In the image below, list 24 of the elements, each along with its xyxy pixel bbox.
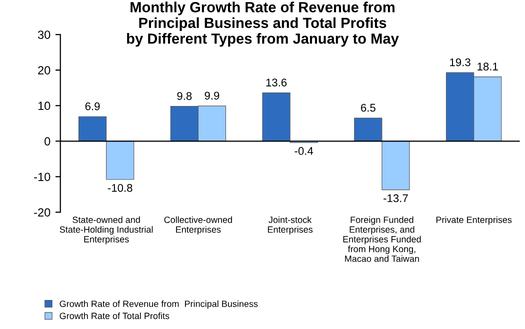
y-tick-label: 30 <box>38 30 50 39</box>
data-label: 9.8 <box>177 92 192 100</box>
x-tick-label: State-owned and State-Holding Industrial Enterprises <box>60 216 153 244</box>
x-tick-label: Joint-stock Enterprises <box>268 216 313 235</box>
y-tick-label: -10 <box>34 172 50 182</box>
x-tick-label: Collective-owned Enterprises <box>164 216 232 235</box>
y-tick-label: -20 <box>34 208 50 217</box>
y-tick-label: 10 <box>38 102 50 110</box>
y-tick-label: 20 <box>38 66 50 74</box>
data-label: 6.5 <box>361 104 376 112</box>
data-label: -0.4 <box>294 147 314 155</box>
data-label: 6.9 <box>85 102 100 110</box>
data-label: 13.6 <box>266 78 287 86</box>
data-label: 9.9 <box>204 92 220 100</box>
y-tick-label: 0 <box>44 137 50 146</box>
data-label: -13.7 <box>384 194 408 202</box>
legend-label: Growth Rate of Revenue from Principal Business <box>60 300 258 309</box>
data-label: 19.3 <box>450 58 470 66</box>
chart-title: Monthly Growth Rate of Revenue from Principal Business and Total Profits by Different Types from January to May <box>127 2 399 47</box>
data-label: -10.8 <box>108 184 132 192</box>
data-label: 18.1 <box>478 62 498 70</box>
legend-label: Growth Rate of Total Profits <box>60 312 170 320</box>
x-tick-label: Foreign Funded Enterprises, and Enterprises Funded from Hong Kong, Macao and Taiwan <box>343 216 421 262</box>
x-tick-label: Private Enterprises <box>436 216 512 225</box>
